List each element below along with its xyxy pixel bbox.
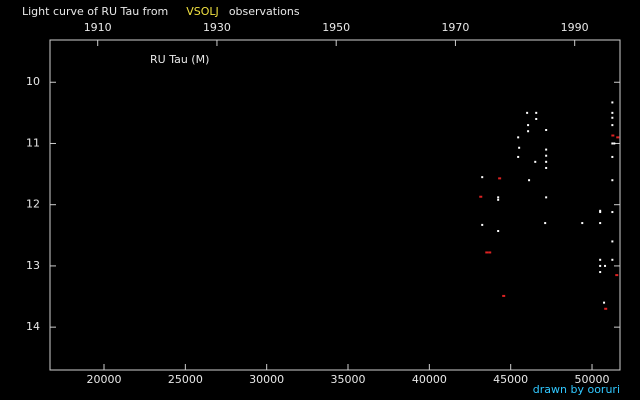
data-point	[613, 142, 616, 145]
data-point	[604, 264, 607, 267]
data-point	[611, 101, 614, 104]
chart-title: Light curve of RU Tau from VSOLJ observati…	[22, 5, 300, 18]
data-point	[611, 211, 614, 214]
data-point	[485, 251, 489, 254]
data-point	[535, 111, 538, 114]
x-tick-label: 30000	[249, 373, 284, 386]
x-tick-label: 25000	[168, 373, 203, 386]
data-point	[611, 124, 614, 127]
data-point	[526, 111, 529, 114]
title-suffix: observations	[229, 5, 300, 18]
data-point	[488, 251, 492, 254]
x-tick-label: 45000	[493, 373, 528, 386]
y-tick-label: 11	[26, 136, 40, 149]
data-point	[615, 274, 619, 277]
data-point	[599, 271, 602, 274]
credit: drawn by ooruri	[533, 383, 620, 396]
data-point	[479, 195, 483, 198]
data-point	[545, 166, 548, 169]
data-point	[599, 211, 602, 214]
data-point	[611, 116, 614, 119]
x2-tick-label: 1970	[441, 21, 469, 34]
x-tick-label: 35000	[331, 373, 366, 386]
data-point	[497, 230, 500, 233]
data-point	[517, 136, 520, 139]
data-point	[611, 179, 614, 182]
data-point	[535, 117, 538, 120]
title-source: VSOLJ	[186, 5, 219, 18]
x-tick-label: 40000	[412, 373, 447, 386]
data-point	[611, 111, 614, 114]
data-point	[544, 222, 547, 225]
data-point	[545, 154, 548, 157]
data-point	[611, 258, 614, 261]
data-point	[497, 196, 500, 199]
y-tick-label: 13	[26, 259, 40, 272]
data-point	[545, 196, 548, 199]
x2-tick-label: 1990	[561, 21, 589, 34]
data-point	[599, 222, 602, 225]
data-point	[599, 264, 602, 267]
data-point	[599, 209, 602, 212]
data-point	[518, 146, 521, 149]
x2-tick-label: 1930	[203, 21, 231, 34]
data-point	[481, 223, 484, 226]
data-point	[611, 134, 615, 137]
data-point	[481, 176, 484, 179]
data-point	[545, 148, 548, 151]
x-tick-label: 20000	[87, 373, 122, 386]
data-point	[527, 130, 530, 133]
data-point	[497, 198, 500, 201]
data-point	[545, 160, 548, 163]
data-point	[616, 136, 620, 139]
data-point	[611, 240, 614, 243]
x2-tick-label: 1910	[84, 21, 112, 34]
data-point	[611, 155, 614, 158]
data-point	[611, 142, 614, 145]
data-point	[534, 160, 537, 163]
y-tick-label: 10	[26, 75, 40, 88]
data-point	[603, 301, 606, 304]
data-point	[581, 222, 584, 225]
data-point	[527, 124, 530, 127]
data-point	[599, 258, 602, 261]
x-tick-label: 50000	[575, 373, 610, 386]
y-tick-label: 12	[26, 198, 40, 211]
data-point	[517, 155, 520, 158]
title-prefix: Light curve of RU Tau from	[22, 5, 168, 18]
y-tick-label: 14	[26, 320, 40, 333]
x2-tick-label: 1950	[322, 21, 350, 34]
data-point	[502, 294, 506, 297]
data-point	[604, 307, 608, 310]
series-label: RU Tau (M)	[150, 53, 209, 66]
data-point	[545, 129, 548, 131]
data-point	[498, 177, 502, 180]
data-point	[528, 179, 531, 182]
